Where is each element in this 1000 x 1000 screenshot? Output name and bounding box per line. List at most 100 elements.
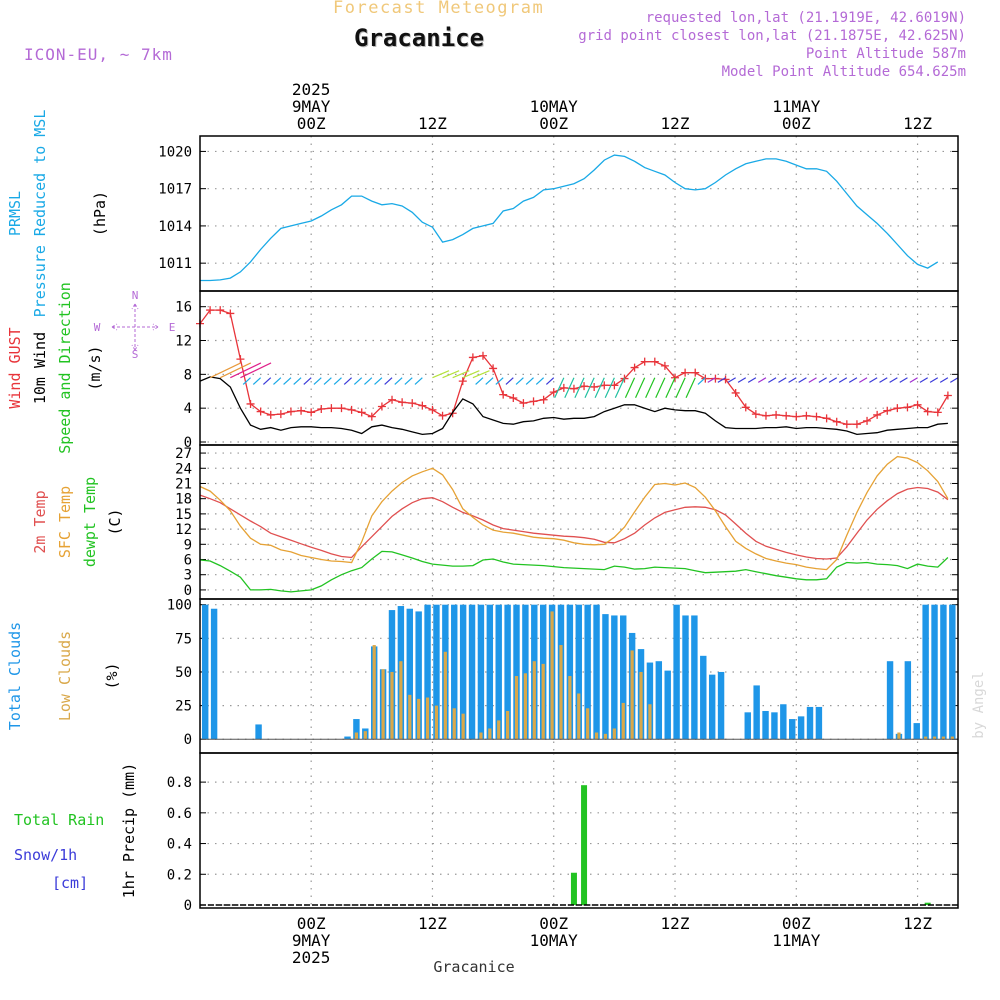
- clouds-unit-label: (%): [103, 662, 121, 689]
- wind-direction-arrow: [665, 377, 676, 398]
- top-time-label: 00Z: [539, 114, 568, 133]
- wind-direction-arrow: [525, 377, 534, 385]
- total-cloud-bar: [753, 685, 760, 740]
- low-cloud-bar: [354, 732, 359, 740]
- wind-direction-arrow: [778, 377, 787, 383]
- gust-point: [782, 411, 791, 420]
- y-tick-label: 25: [175, 699, 192, 715]
- temperature-unit-label: (C): [106, 508, 124, 535]
- grid-point-coords: grid point closest lon,lat (21.1875E, 42…: [578, 28, 966, 44]
- wind-direction-arrow: [545, 377, 555, 385]
- gust-point: [327, 404, 336, 413]
- wind-direction-arrow: [818, 377, 827, 383]
- gust-point: [893, 404, 902, 413]
- gust-point: [569, 384, 578, 393]
- wind-direction-arrow: [788, 377, 797, 383]
- total-cloud-bar: [202, 604, 209, 740]
- pressure-panel: 1011 1014 1017 1020 PRMSL Pressure Reduced to…: [6, 110, 959, 317]
- y-tick-label: 3: [184, 568, 192, 584]
- forecast-title: Forecast Meteogram: [333, 0, 545, 18]
- bottom-time-label: 00Z: [539, 914, 568, 933]
- gust-point: [832, 417, 841, 426]
- wind-direction-arrow: [949, 377, 959, 383]
- y-tick-label: 18: [175, 492, 192, 508]
- total-cloud-bar: [513, 604, 520, 740]
- total-cloud-bar: [762, 710, 769, 740]
- y-tick-label: 12: [175, 334, 192, 350]
- wind-direction-arrow: [909, 377, 918, 383]
- gust-point: [691, 368, 700, 377]
- total-cloud-bar: [255, 724, 262, 740]
- top-time-label: 12Z: [903, 114, 932, 133]
- low-cloud-bar: [897, 732, 901, 740]
- temperature-label-0: 2m Temp: [31, 490, 49, 553]
- wind-direction-arrow: [364, 377, 373, 385]
- wind-direction-arrow: [594, 377, 605, 398]
- y-tick-label: 1017: [158, 182, 192, 198]
- gust-point: [802, 411, 811, 420]
- wind-direction-arrow: [353, 377, 363, 385]
- total-cloud-bar: [406, 608, 413, 740]
- gust-point: [418, 401, 427, 410]
- low-cloud-bar: [950, 736, 954, 740]
- low-cloud-bar: [621, 702, 625, 740]
- pressure-unit-label: (hPa): [91, 191, 109, 236]
- y-tick-label: 16: [175, 300, 192, 316]
- temperature-series-0: [199, 486, 949, 560]
- gust-point: [408, 399, 417, 408]
- y-tick-label: 1020: [158, 144, 192, 160]
- wind-direction-arrow: [655, 377, 666, 398]
- total-cloud-bar: [708, 674, 716, 740]
- low-cloud-bar: [408, 694, 412, 740]
- wind-direction-arrow: [564, 377, 575, 398]
- bottom-time-label: 12Z: [661, 914, 690, 933]
- top-time-label: 12Z: [418, 114, 447, 133]
- wind-direction-arrow: [242, 377, 251, 385]
- wind-direction-arrow: [303, 377, 312, 385]
- wind-direction-arrow: [230, 362, 262, 379]
- low-cloud-bar: [417, 698, 421, 740]
- low-cloud-bar: [603, 733, 608, 740]
- gust-point: [357, 408, 366, 417]
- gust-point: [630, 363, 639, 372]
- total-cloud-bar: [886, 661, 894, 740]
- wind-direction-arrow: [374, 377, 383, 385]
- bottom-time-label: 11MAY: [772, 931, 821, 950]
- gust-point: [286, 407, 295, 416]
- clouds-panel: 0 25 50 75 100 Total Clouds Low Clouds (%): [6, 598, 959, 754]
- total-cloud-bar: [682, 615, 689, 740]
- snow-unit-label: [cm]: [52, 874, 88, 892]
- compass-n: N: [132, 289, 139, 302]
- wind-direction-arrow: [899, 377, 908, 383]
- y-tick-label: 0.4: [167, 837, 192, 853]
- low-cloud-bar: [425, 697, 430, 740]
- wind-direction-arrow: [515, 377, 524, 385]
- y-tick-label: 1011: [158, 256, 192, 272]
- top-time-label: 10MAY: [530, 97, 579, 116]
- gust-point: [822, 414, 831, 423]
- temperature-label-1: SFC Temp: [56, 486, 74, 558]
- total-cloud-bar: [424, 604, 431, 740]
- y-tick-label: 75: [175, 631, 192, 647]
- compass-rose-icon: [111, 303, 159, 351]
- total-cloud-bar: [566, 604, 574, 740]
- low-cloud-bar: [372, 645, 376, 740]
- low-cloud-bar: [532, 661, 536, 740]
- snow-label: Snow/1h: [14, 846, 77, 864]
- gust-point: [428, 405, 437, 414]
- total-cloud-bar: [495, 604, 502, 740]
- gust-point: [266, 410, 275, 419]
- low-cloud-bar: [639, 671, 643, 740]
- compass-w: W: [94, 321, 101, 334]
- wind-direction-arrow: [432, 370, 450, 379]
- gust-point: [913, 400, 922, 409]
- wind-direction-arrow: [535, 377, 545, 385]
- y-tick-label: 9: [184, 537, 192, 553]
- gust-point: [206, 306, 215, 315]
- wind-direction-arrow: [505, 377, 514, 385]
- gust-point: [519, 399, 528, 408]
- wind-label-0: Wind GUST: [6, 327, 24, 408]
- gust-point: [529, 397, 538, 406]
- gust-point: [226, 309, 235, 318]
